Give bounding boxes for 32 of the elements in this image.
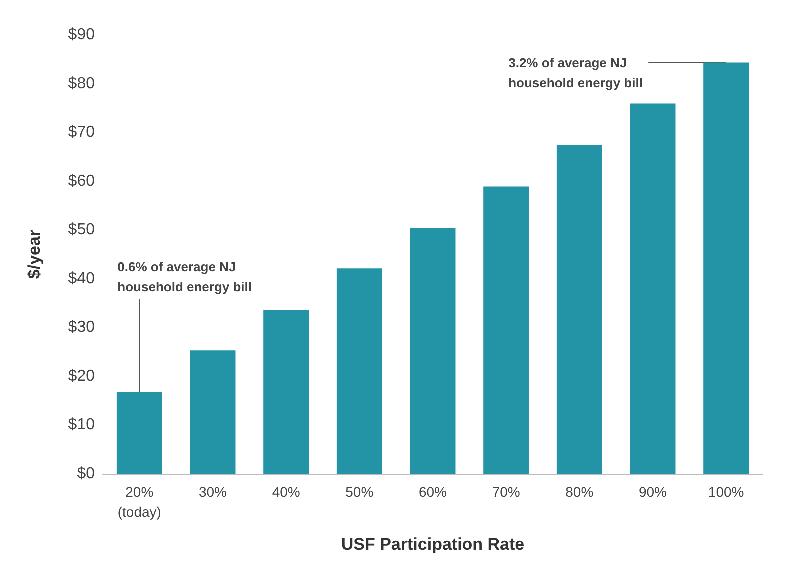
y-tick-label: $20 — [68, 368, 96, 385]
bar — [336, 268, 382, 474]
y-tick-label: $10 — [68, 416, 96, 434]
y-tick-label: $30 — [68, 319, 96, 336]
bar — [704, 62, 750, 474]
x-tick-label: 70% — [492, 484, 520, 500]
x-tick-label: 50% — [346, 484, 374, 500]
bar — [556, 145, 602, 474]
bar — [190, 350, 236, 474]
annotation: 3.2% of average NJ household energy bill — [508, 55, 643, 90]
y-tick-label: $70 — [68, 124, 96, 142]
x-tick-label: 60% — [418, 484, 448, 500]
y-tick-label: $0 — [77, 466, 96, 482]
y-tick-label: $60 — [68, 172, 96, 190]
annotation: 0.6% of average NJ household energy bill — [118, 260, 252, 295]
y-tick-label: $90 — [68, 26, 96, 44]
x-tick-label: 80% — [566, 484, 594, 500]
x-tick-label: 20% (today) — [118, 484, 162, 520]
bar — [116, 392, 162, 474]
x-tick-label: 90% — [638, 484, 668, 500]
bar — [410, 228, 456, 474]
y-tick-label: $40 — [68, 270, 96, 288]
x-axis-title: USF Participation Rate — [341, 535, 525, 554]
bar — [264, 310, 310, 474]
x-tick-label: 40% — [272, 484, 300, 500]
y-tick-label: $50 — [68, 222, 96, 239]
x-tick-label: 100% — [708, 484, 744, 500]
y-tick-label: $80 — [68, 75, 96, 92]
bar — [630, 104, 676, 474]
x-tick-label: 30% — [198, 484, 228, 500]
y-axis-title: $/year — [25, 230, 44, 280]
bar — [484, 186, 530, 474]
